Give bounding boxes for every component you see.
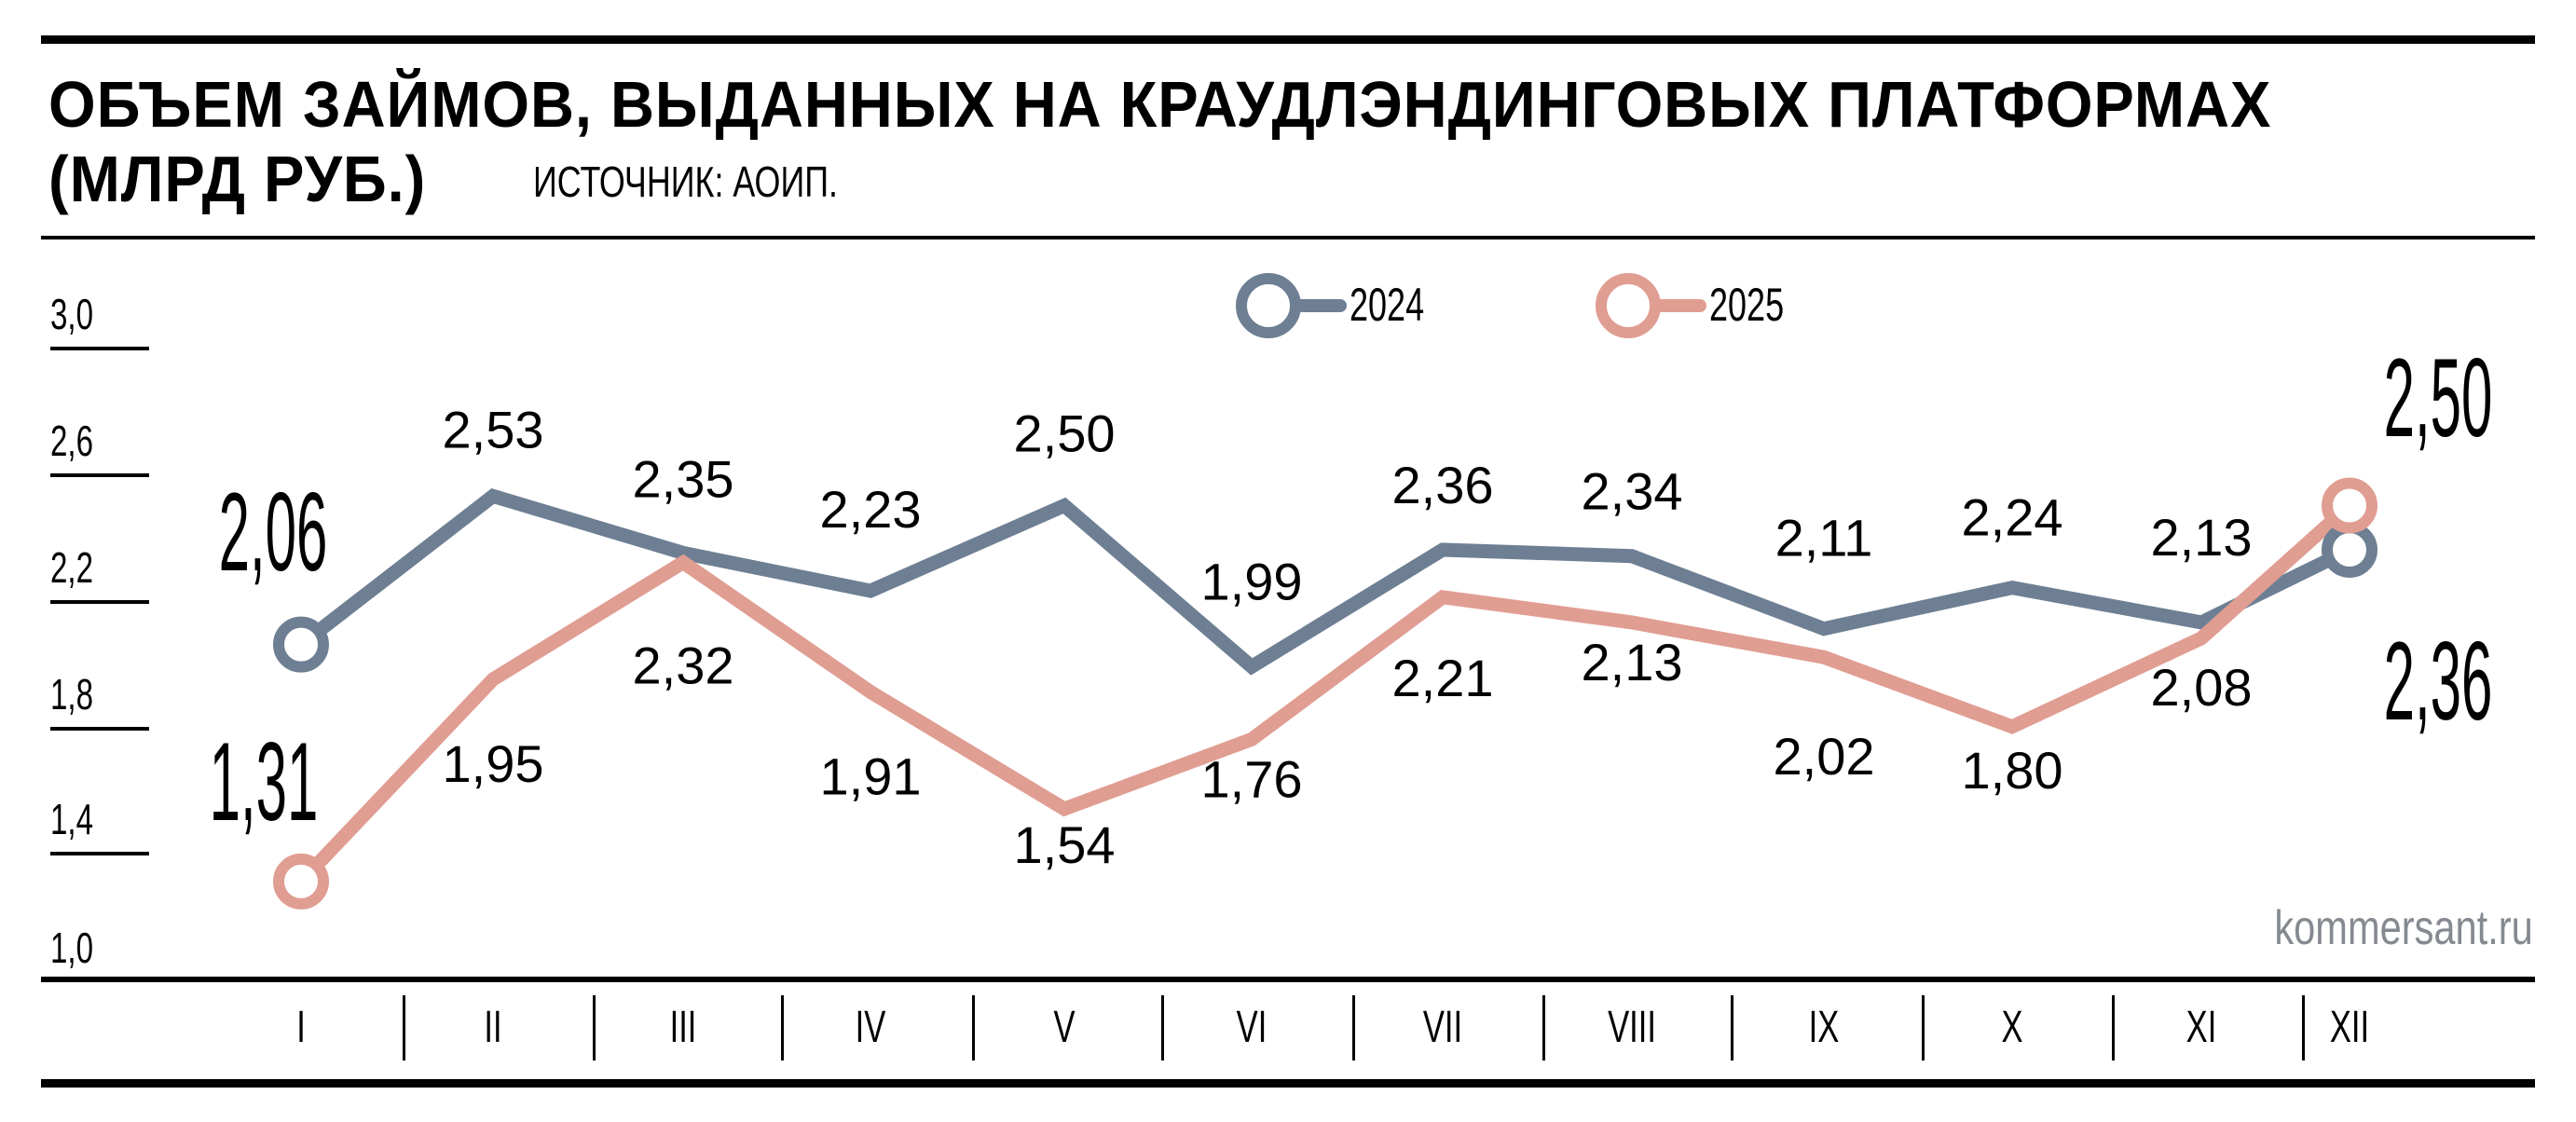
data-label: 2,13 [1582, 633, 1683, 691]
bottom-rule [41, 1079, 2535, 1088]
y-tick-label: 1,4 [50, 795, 94, 843]
data-label: 2,34 [1582, 462, 1683, 521]
data-label: 2,50 [1014, 404, 1116, 463]
y-tick-label: 2,6 [50, 417, 94, 465]
data-label: 2,11 [1775, 509, 1873, 568]
x-separator [593, 995, 596, 1060]
series-line-2025 [295, 499, 2355, 887]
x-separator [2112, 995, 2115, 1060]
data-label: 2,02 [1774, 727, 1875, 786]
watermark: kommersant.ru [2274, 901, 2533, 955]
x-tick-label: III [669, 1003, 697, 1052]
x-separator [403, 995, 405, 1060]
endpoint-marker-icon [2322, 477, 2377, 534]
endpoint-value-label: 1,31 [210, 719, 319, 844]
data-label: 2,21 [1392, 649, 1494, 707]
chart-title-line1: ОБЪЕМ ЗАЙМОВ, ВЫДАННЫХ НА КРАУДЛЭНДИНГОВ… [48, 68, 2272, 141]
header-rule [41, 236, 2535, 239]
series-line-2024 [296, 488, 2353, 676]
y-tick-label: 1,0 [50, 924, 94, 972]
legend-label-2025: 2025 [1709, 279, 1785, 331]
data-label: 2,53 [443, 400, 544, 458]
x-separator [1352, 995, 1355, 1060]
endpoint-marker-icon [273, 853, 329, 910]
endpoint-value-label: 2,50 [2384, 335, 2493, 460]
data-label: 2,08 [2151, 658, 2253, 717]
x-separator [1542, 995, 1545, 1060]
data-label: 1,80 [1962, 741, 2063, 800]
data-label: 1,91 [820, 747, 922, 806]
legend-2024-marker-icon [1236, 273, 1347, 338]
x-separator [972, 995, 975, 1060]
endpoint-marker-icon [2322, 521, 2377, 578]
data-label: 1,99 [1201, 552, 1303, 610]
y-tick-mark [50, 852, 149, 855]
data-label: 1,95 [443, 734, 544, 793]
data-label: 2,24 [1962, 488, 2063, 547]
y-tick-mark [50, 727, 149, 731]
y-tick-mark [50, 347, 149, 350]
x-tick-label: II [484, 1003, 502, 1052]
x-separator [1922, 995, 1925, 1060]
x-tick-label: X [2001, 1003, 2023, 1052]
x-tick-label: VIII [1608, 1003, 1656, 1052]
x-axis-baseline [41, 977, 2535, 982]
data-label: 2,23 [820, 480, 922, 539]
data-label: 1,76 [1201, 749, 1303, 808]
y-tick-mark [50, 600, 149, 604]
x-tick-label: VI [1236, 1003, 1267, 1052]
legend-label-2024: 2024 [1350, 279, 1425, 331]
data-label: 2,32 [633, 636, 734, 695]
x-tick-label: IV [855, 1003, 886, 1052]
x-separator [1731, 995, 1733, 1060]
x-tick-label: VII [1422, 1003, 1463, 1052]
source-note: ИСТОЧНИК: АОИП. [533, 157, 838, 206]
y-tick-label: 3,0 [50, 290, 94, 338]
data-label: 2,36 [1392, 456, 1494, 514]
x-separator [2302, 995, 2305, 1060]
x-separator [1161, 995, 1164, 1060]
chart-title-line2: (МЛРД РУБ.) [48, 143, 427, 215]
endpoint-value-label: 2,06 [219, 470, 328, 595]
data-label: 2,35 [633, 449, 734, 508]
data-label: 2,13 [2151, 508, 2253, 567]
legend-2025-marker-icon [1596, 273, 1706, 338]
y-tick-mark [50, 473, 149, 477]
top-rule [41, 35, 2535, 44]
x-tick-label: I [296, 1003, 306, 1052]
endpoint-marker-icon [273, 616, 329, 673]
y-tick-label: 1,8 [50, 670, 94, 718]
x-tick-label: XI [2185, 1003, 2217, 1052]
data-label: 1,54 [1014, 815, 1116, 874]
y-tick-label: 2,2 [50, 543, 94, 592]
x-tick-label: XII [2329, 1003, 2370, 1052]
x-tick-label: IX [1808, 1003, 1840, 1052]
endpoint-value-label: 2,36 [2384, 619, 2493, 744]
x-tick-label: V [1053, 1003, 1076, 1052]
x-separator [781, 995, 784, 1060]
